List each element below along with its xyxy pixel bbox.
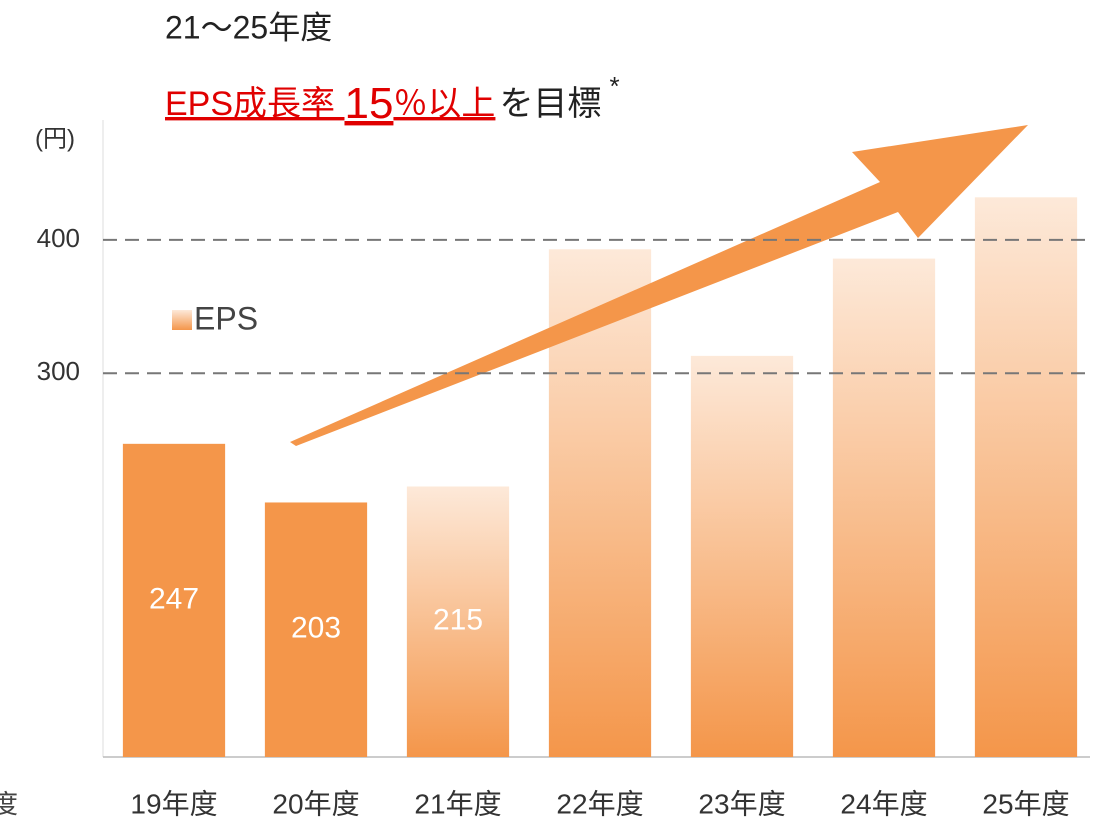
growth-arrow [290,125,1028,446]
bars [122,197,1078,757]
x-tick-label: 22年度 [556,788,643,819]
title-part: EPS成長率 [165,85,344,123]
x-tick-label: 20年度 [272,788,359,819]
x-tick-label: 19年度 [130,788,217,819]
data-label: 203 [291,612,341,645]
x-tick-label: 25年度 [982,788,1069,819]
legend-swatch [172,310,192,330]
data-label: 215 [433,604,483,637]
x-tick-label: 21年度 [414,788,501,819]
edge-text: 度 [0,789,18,819]
title-note: * [609,71,619,101]
heading: 21～25年度 [165,9,332,45]
y-axis-label: (円) [35,125,75,152]
bar [832,258,936,757]
x-tick-label: 23年度 [698,788,785,819]
bar [406,486,510,757]
title-part: ％以上 [393,85,495,123]
legend-label: EPS [194,300,258,336]
bar [122,443,226,757]
bar [264,502,368,757]
chart-title: EPS成長率 15％以上 を目標 * [165,71,620,128]
y-tick-label: 400 [37,223,80,253]
bar [974,197,1078,757]
x-tick-label: 24年度 [840,788,927,819]
title-part: 15 [344,79,393,128]
y-tick-label: 300 [37,356,80,386]
bar [690,355,794,757]
data-label: 247 [149,582,199,615]
title-part: を目標 [499,85,601,123]
